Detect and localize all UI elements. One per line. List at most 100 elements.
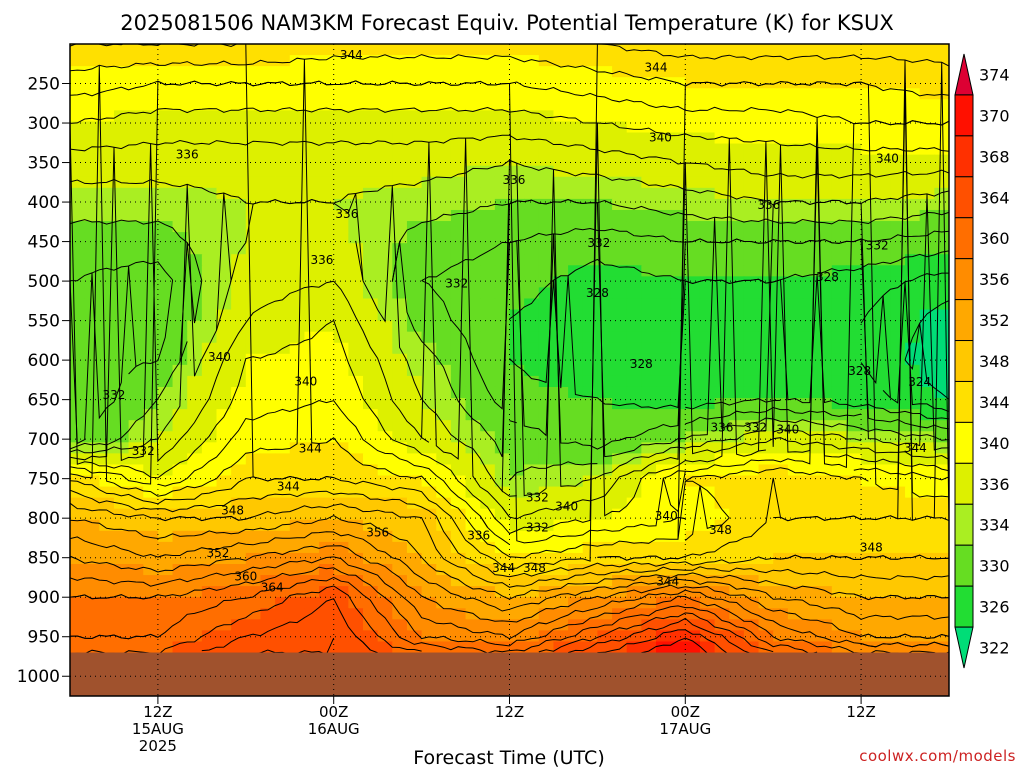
heatmap-cell	[260, 630, 276, 643]
heatmap-cell	[699, 44, 716, 56]
heatmap-cell	[553, 630, 569, 643]
heatmap-cell	[289, 88, 305, 100]
heatmap-cell	[934, 541, 949, 554]
heatmap-cell	[524, 276, 540, 289]
heatmap-cell	[582, 110, 598, 123]
heatmap-cell	[729, 121, 745, 134]
y-tick-label: 600	[28, 351, 60, 371]
heatmap-cell	[216, 320, 232, 333]
heatmap-cell	[363, 66, 379, 78]
heatmap-cell	[568, 232, 584, 244]
heatmap-cell	[553, 552, 569, 565]
heatmap-cell	[172, 165, 188, 178]
heatmap-cell	[201, 55, 218, 67]
heatmap-cell	[143, 110, 159, 123]
heatmap-cell	[729, 475, 745, 488]
heatmap-cell	[670, 99, 686, 111]
heatmap-cell	[890, 55, 906, 67]
heatmap-cell	[934, 619, 949, 632]
heatmap-cell	[553, 320, 569, 333]
heatmap-cell	[289, 564, 305, 576]
heatmap-cell	[260, 530, 276, 543]
heatmap-cell	[450, 232, 467, 244]
heatmap-cell	[905, 121, 921, 134]
heatmap-cell	[714, 398, 730, 410]
heatmap-cell	[99, 44, 115, 56]
heatmap-cell	[875, 398, 891, 410]
heatmap-cell	[436, 575, 452, 587]
heatmap-cell	[333, 541, 349, 554]
heatmap-cell	[99, 209, 115, 222]
heatmap-cell	[201, 298, 218, 311]
heatmap-cell	[363, 276, 379, 289]
heatmap-cell	[743, 154, 760, 167]
heatmap-cell	[787, 99, 804, 111]
heatmap-cell	[319, 132, 335, 145]
heatmap-cell	[319, 619, 335, 632]
heatmap-cell	[348, 519, 364, 532]
heatmap-cell	[333, 143, 349, 156]
heatmap-cell	[626, 630, 642, 643]
contour-label: 344	[645, 61, 668, 75]
heatmap-cell	[890, 364, 906, 377]
heatmap-cell	[509, 431, 525, 443]
heatmap-cell	[333, 187, 349, 200]
heatmap-cell	[670, 254, 686, 266]
heatmap-cell	[831, 209, 848, 222]
y-tick-label: 250	[28, 75, 60, 95]
heatmap-cell	[553, 143, 569, 156]
heatmap-cell	[216, 364, 232, 377]
heatmap-cell	[699, 66, 716, 78]
heatmap-cell	[817, 519, 833, 532]
heatmap-cell	[201, 541, 218, 554]
heatmap-cell	[875, 309, 891, 322]
heatmap-cell	[377, 187, 393, 200]
heatmap-cell	[319, 386, 335, 399]
heatmap-cell	[641, 564, 657, 576]
heatmap-cell	[70, 342, 86, 355]
heatmap-cell	[509, 353, 525, 366]
heatmap-cell	[597, 497, 613, 510]
heatmap-cell	[406, 619, 423, 632]
heatmap-cell	[538, 320, 555, 333]
heatmap-cell	[509, 409, 525, 421]
heatmap-cell	[626, 99, 642, 111]
heatmap-cell	[729, 198, 745, 211]
heatmap-cell	[289, 176, 305, 189]
heatmap-cell	[626, 508, 642, 521]
heatmap-cell	[773, 608, 789, 620]
heatmap-cell	[494, 530, 511, 543]
heatmap-cell	[377, 209, 393, 222]
heatmap-cell	[128, 143, 144, 156]
heatmap-cell	[919, 143, 935, 156]
heatmap-cell	[319, 508, 335, 521]
heatmap-cell	[787, 342, 804, 355]
heatmap-cell	[758, 187, 774, 200]
heatmap-cell	[231, 132, 247, 145]
heatmap-cell	[216, 552, 232, 565]
heatmap-cell	[641, 88, 657, 100]
heatmap-cell	[392, 375, 408, 388]
heatmap-cell	[743, 420, 760, 432]
heatmap-cell	[934, 364, 949, 377]
heatmap-cell	[626, 165, 642, 178]
heatmap-cell	[699, 586, 716, 598]
heatmap-cell	[363, 88, 379, 100]
heatmap-cell	[480, 254, 496, 266]
heatmap-cell	[363, 508, 379, 521]
colorbar-swatch	[954, 135, 974, 178]
heatmap-cell	[714, 375, 730, 388]
heatmap-cell	[568, 342, 584, 355]
heatmap-cell	[861, 243, 877, 255]
heatmap-cell	[817, 464, 833, 477]
heatmap-cell	[216, 309, 232, 322]
heatmap-cell	[113, 77, 130, 89]
heatmap-cell	[465, 165, 481, 178]
heatmap-cell	[421, 508, 437, 521]
heatmap-cell	[641, 132, 657, 145]
heatmap-cell	[861, 353, 877, 366]
heatmap-cell	[934, 320, 949, 333]
heatmap-cell	[787, 398, 804, 410]
heatmap-cell	[934, 530, 949, 543]
heatmap-cell	[553, 541, 569, 554]
